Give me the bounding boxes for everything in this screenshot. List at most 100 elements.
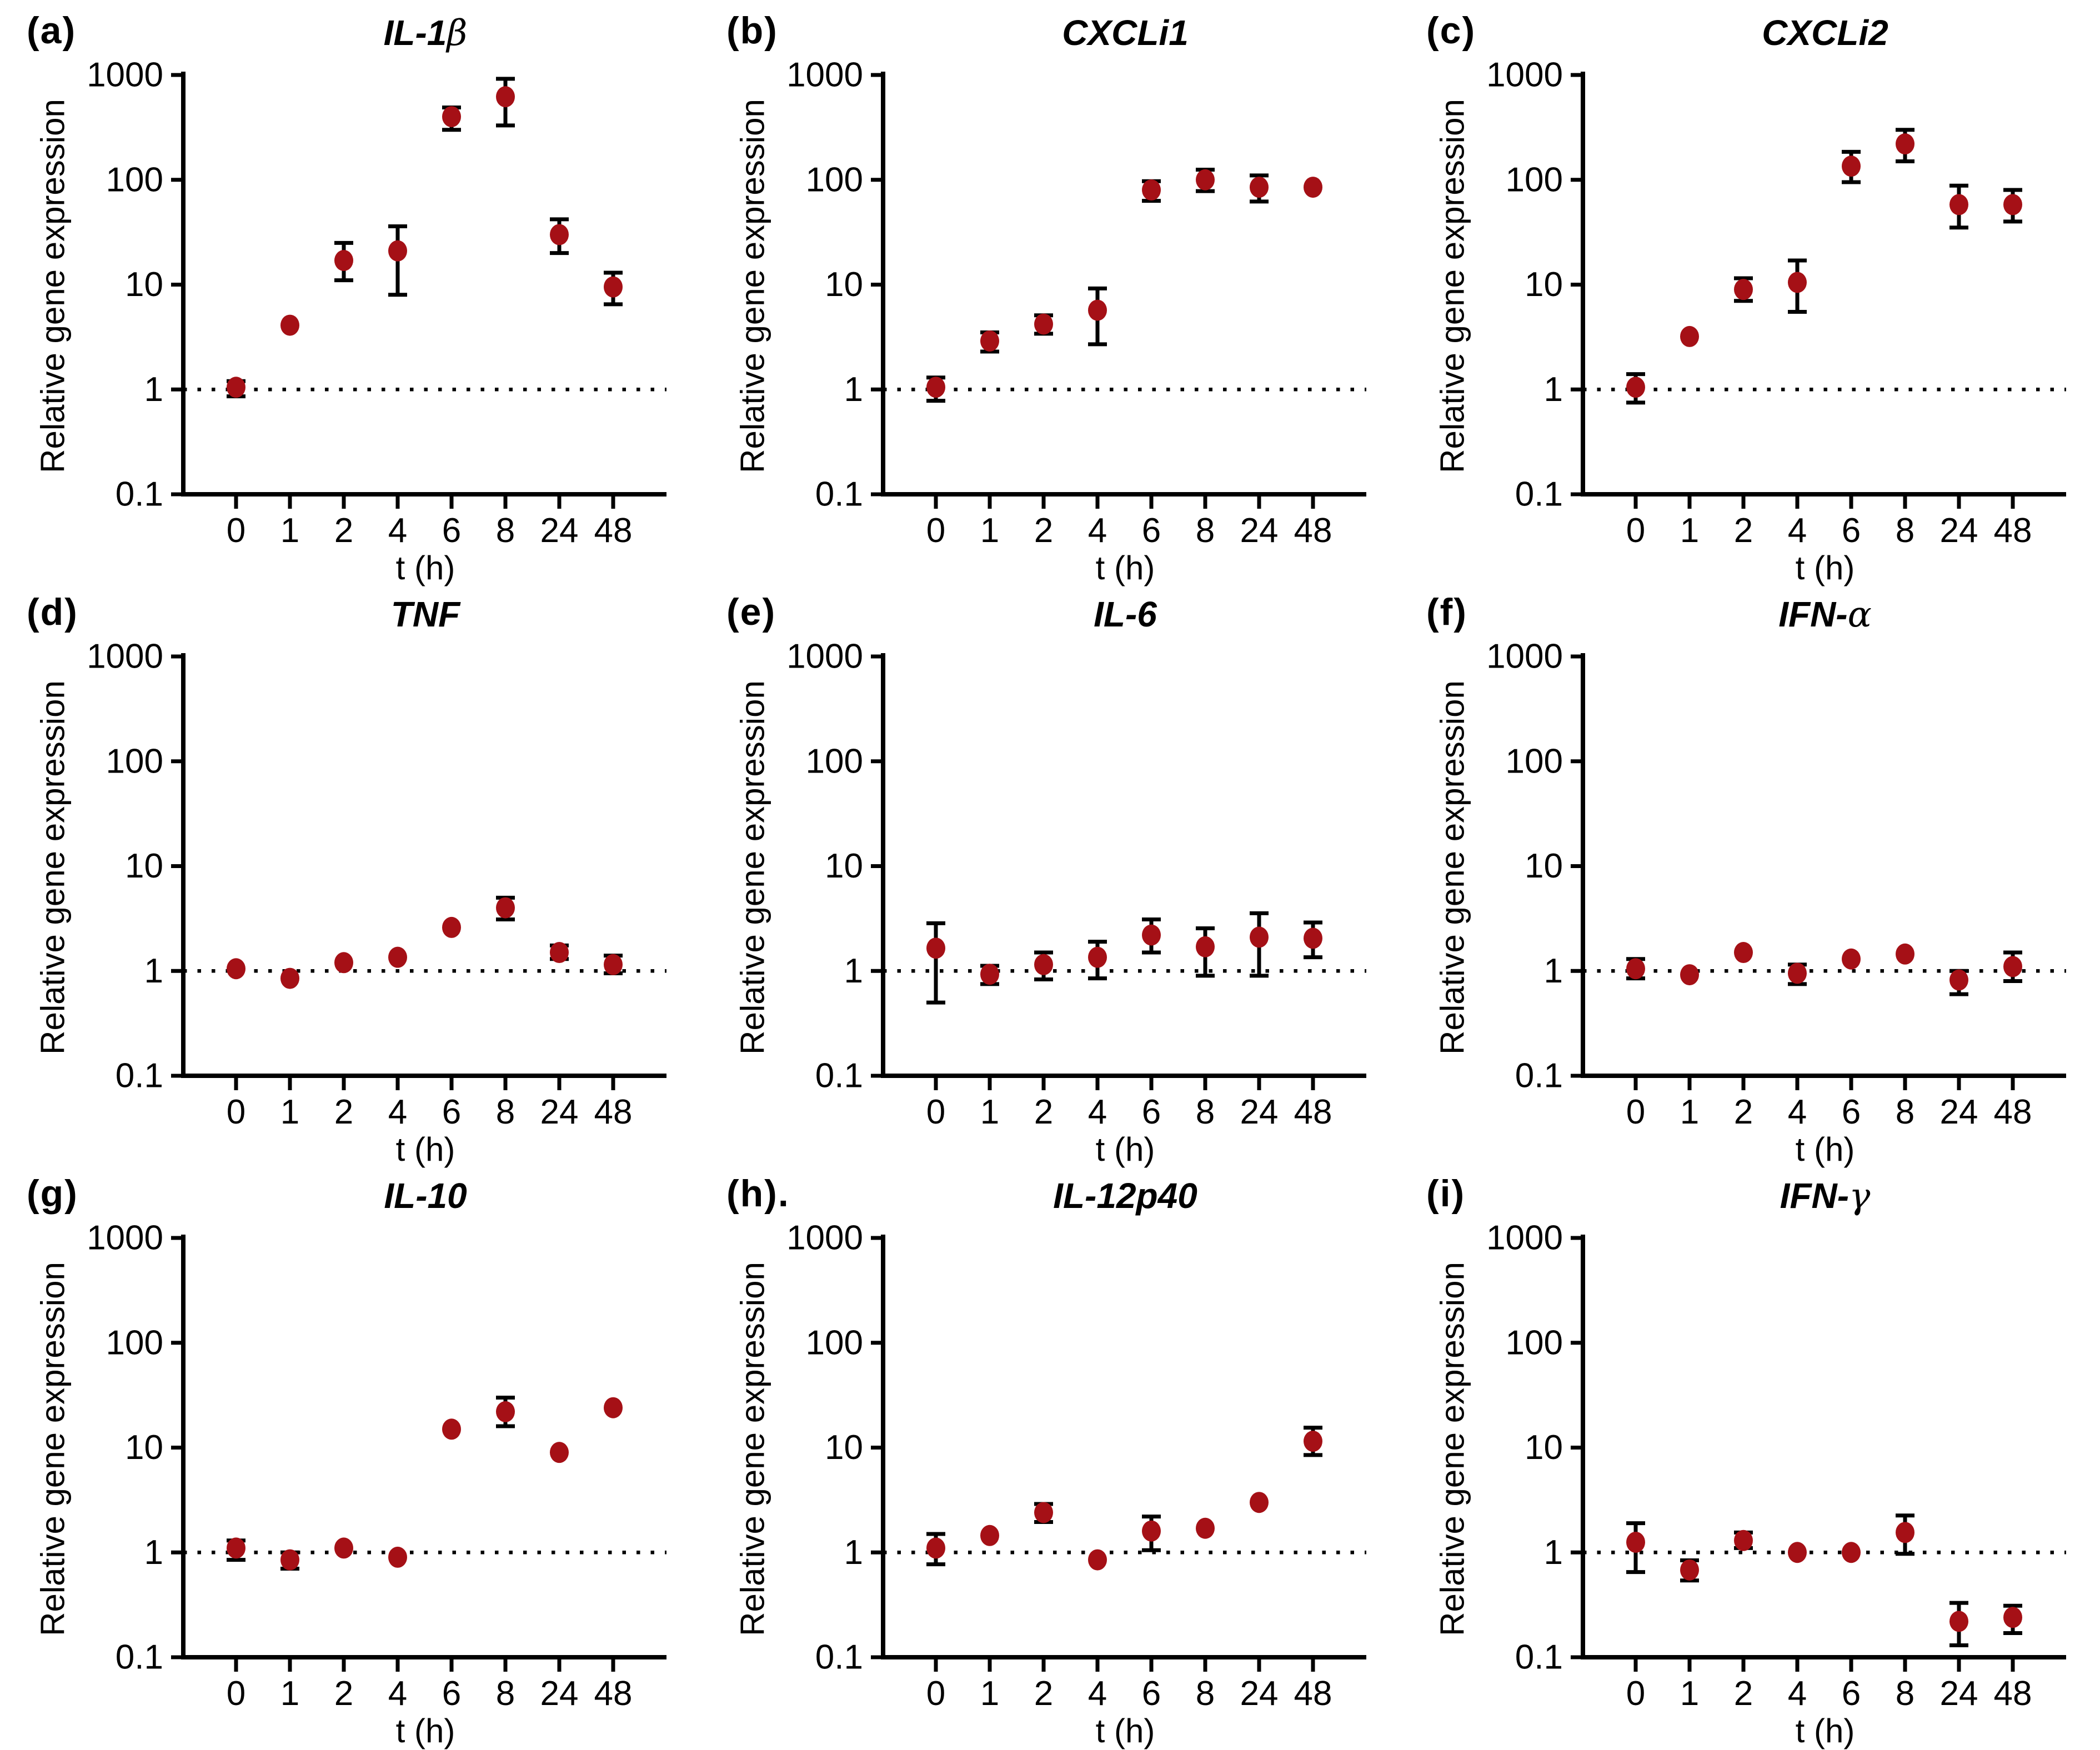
- x-tick-label: 2: [1034, 512, 1053, 550]
- data-point: [1626, 1531, 1645, 1553]
- x-tick-label: 24: [1940, 512, 1978, 550]
- x-tick-label: 8: [1896, 1674, 1914, 1713]
- panel-il12p40: (h). IL-12p40 Relative gene expression 1…: [700, 1163, 1400, 1749]
- x-tick-label: 0: [1626, 1093, 1645, 1131]
- data-point: [926, 1537, 945, 1559]
- x-tick-label: 0: [926, 512, 945, 550]
- data-point: [442, 1418, 461, 1440]
- y-tick-label: 0.1: [1515, 1057, 1563, 1095]
- x-tick-label: 6: [1142, 1093, 1161, 1131]
- data-point: [1896, 133, 1914, 155]
- y-tick-label: 10: [825, 1428, 863, 1467]
- panel-title: IL-6: [883, 594, 1367, 635]
- data-point: [1734, 279, 1753, 300]
- panel-title-text: IFN-: [1780, 1176, 1850, 1216]
- x-tick-label: 1: [280, 512, 299, 550]
- panel-letter: (g): [27, 1172, 78, 1215]
- panel-title: IFN-γ: [1583, 1175, 2067, 1217]
- x-tick-label: 0: [227, 1093, 245, 1131]
- y-tick-label: 1: [1544, 1533, 1563, 1572]
- y-tick-label: 100: [806, 1323, 863, 1362]
- y-tick-label: 100: [106, 1323, 163, 1362]
- data-point: [1034, 313, 1053, 335]
- x-tick-label: 24: [1240, 1093, 1279, 1131]
- x-tick-label: 8: [1196, 512, 1215, 550]
- y-tick-label: 100: [1506, 1323, 1563, 1362]
- x-tick-label: 48: [1294, 512, 1332, 550]
- x-tick-label: 48: [594, 1674, 633, 1713]
- data-point: [1842, 156, 1861, 177]
- panel-title: TNF: [183, 594, 668, 635]
- data-point: [1196, 1517, 1215, 1539]
- data-point: [280, 314, 299, 336]
- x-tick-label: 48: [594, 1093, 633, 1131]
- x-tick-label: 1: [1680, 1674, 1699, 1713]
- x-tick-label: 24: [540, 512, 579, 550]
- panel-letter: (h).: [726, 1172, 790, 1215]
- x-axis-label: t (h): [1795, 549, 1855, 586]
- y-tick-label: 0.1: [815, 1057, 863, 1095]
- x-tick-label: 1: [980, 512, 999, 550]
- x-tick-label: 0: [926, 1674, 945, 1713]
- x-tick-label: 2: [1734, 1674, 1753, 1713]
- data-point: [1034, 954, 1053, 975]
- y-tick-label: 1000: [786, 56, 863, 94]
- x-tick-label: 48: [1994, 512, 2032, 550]
- y-tick-label: 1: [1544, 370, 1563, 409]
- data-point: [1842, 948, 1861, 970]
- data-point: [1304, 927, 1322, 949]
- y-tick-label: 1: [144, 1533, 163, 1572]
- data-point: [334, 250, 353, 272]
- x-tick-label: 8: [1896, 512, 1914, 550]
- x-tick-label: 6: [442, 512, 461, 550]
- x-tick-label: 8: [496, 1674, 515, 1713]
- x-tick-label: 8: [1196, 1674, 1215, 1713]
- data-point: [1734, 942, 1753, 964]
- x-tick-label: 2: [334, 512, 353, 550]
- panel-title-text: CXCLi2: [1762, 13, 1888, 53]
- y-tick-label: 1: [844, 952, 863, 990]
- y-tick-label: 10: [825, 265, 863, 304]
- data-point: [1304, 177, 1322, 198]
- panel-il10: (g) IL-10 Relative gene expression 1000 1…: [0, 1163, 700, 1749]
- x-tick-label: 6: [1142, 512, 1161, 550]
- data-point: [1680, 1559, 1699, 1581]
- x-tick-label: 0: [1626, 512, 1645, 550]
- data-point: [550, 224, 569, 245]
- data-point: [1788, 272, 1807, 293]
- y-tick-label: 100: [806, 742, 863, 780]
- x-tick-label: 6: [1142, 1674, 1161, 1713]
- panel-title-text: IL-1: [383, 13, 447, 53]
- panel-cxcli2: (c) CXCLi2 Relative gene expression 1000…: [1400, 0, 2099, 586]
- y-tick-label: 100: [106, 742, 163, 780]
- y-tick-label: 1000: [87, 1219, 163, 1257]
- y-tick-label: 100: [1506, 742, 1563, 780]
- panel-title: IL-1β: [183, 12, 668, 54]
- y-tick-label: 1000: [87, 56, 163, 94]
- x-tick-label: 2: [334, 1093, 353, 1131]
- x-tick-label: 48: [1994, 1674, 2032, 1713]
- x-tick-label: 1: [1680, 512, 1699, 550]
- y-tick-label: 10: [125, 1428, 163, 1467]
- y-tick-label: 1000: [1486, 1219, 1563, 1257]
- panel-title: IL-12p40: [883, 1175, 1367, 1217]
- x-axis-label: t (h): [395, 1131, 455, 1168]
- panel-letter: (a): [27, 9, 77, 52]
- y-tick-label: 1: [144, 952, 163, 990]
- x-tick-label: 6: [1842, 1674, 1861, 1713]
- data-point: [388, 240, 407, 262]
- x-tick-label: 0: [1626, 1674, 1645, 1713]
- y-tick-label: 0.1: [116, 1057, 163, 1095]
- x-axis-label: t (h): [1795, 1131, 1855, 1168]
- y-tick-label: 100: [106, 161, 163, 199]
- y-tick-label: 0.1: [1515, 1638, 1563, 1677]
- data-point: [1734, 1530, 1753, 1551]
- data-point: [980, 964, 999, 985]
- data-point: [1196, 169, 1215, 190]
- data-point: [926, 937, 945, 959]
